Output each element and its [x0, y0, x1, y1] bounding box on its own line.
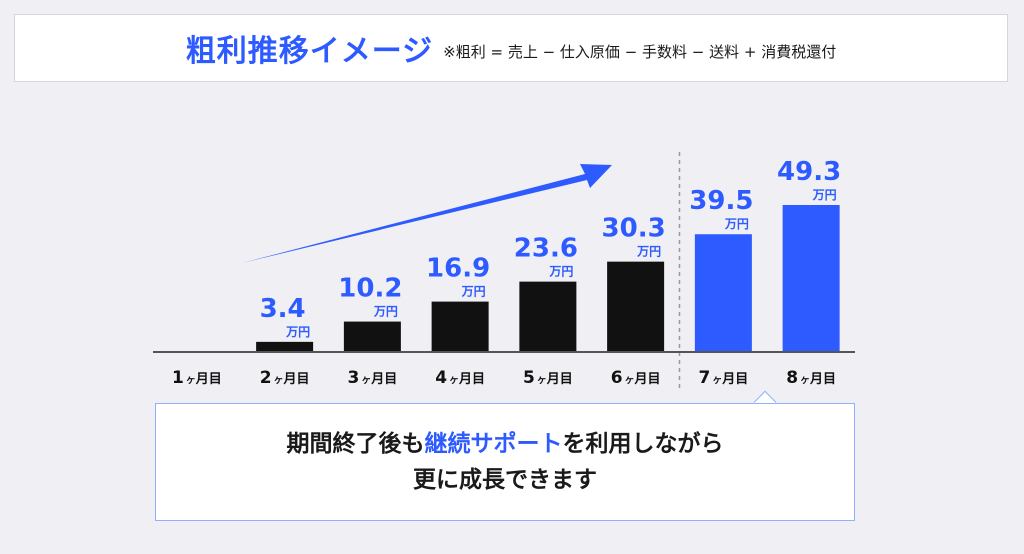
- unit-label-3: 万円: [373, 305, 398, 319]
- tick-label-3: 3 ヶ月目: [347, 368, 397, 388]
- title-box: 粗利推移イメージ ※粗利 = 売上 − 仕入原価 − 手数料 − 送料 + 消費…: [14, 14, 1008, 82]
- value-label-4: 16.9: [426, 254, 490, 284]
- unit-label-6: 万円: [636, 245, 661, 259]
- title-note: ※粗利 = 売上 − 仕入原価 − 手数料 − 送料 + 消費税還付: [443, 42, 837, 61]
- unit-label-4: 万円: [461, 285, 486, 299]
- tick-label-6: 6 ヶ月目: [611, 368, 661, 388]
- message-box: 期間終了後も継続サポートを利用しながら 更に成長できます: [155, 403, 855, 521]
- tick-label-5: 5 ヶ月目: [523, 368, 573, 388]
- value-label-7: 39.5: [689, 186, 753, 216]
- tick-label-1: 1 ヶ月目: [172, 368, 222, 388]
- tick-label-7: 7 ヶ月目: [698, 368, 748, 388]
- message-line-2: 更に成長できます: [413, 467, 597, 493]
- message-line-1: 期間終了後も継続サポートを利用しながら: [287, 426, 724, 462]
- value-label-5: 23.6: [514, 234, 578, 264]
- value-label-2: 3.4: [260, 294, 306, 324]
- message-text-post: を利用しながら: [562, 431, 724, 457]
- bar-8: [782, 205, 840, 352]
- tick-label-8: 8 ヶ月目: [786, 368, 836, 388]
- bar-4: [431, 301, 489, 352]
- unit-label-5: 万円: [548, 265, 573, 279]
- bar-2: [256, 341, 314, 352]
- unit-label-2: 万円: [285, 325, 310, 339]
- bar-7: [694, 234, 752, 352]
- chart-title: 粗利推移イメージ: [185, 34, 434, 69]
- unit-label-8: 万円: [812, 188, 837, 202]
- bar-5: [519, 281, 577, 352]
- message-accent: 継続サポート: [424, 431, 563, 457]
- bar-3: [343, 321, 401, 352]
- message-text-pre: 期間終了後も: [286, 431, 425, 457]
- bar-6: [607, 261, 665, 352]
- unit-label-7: 万円: [724, 217, 749, 231]
- tick-label-2: 2 ヶ月目: [260, 368, 310, 388]
- value-label-6: 30.3: [602, 214, 666, 244]
- tick-label-4: 4 ヶ月目: [435, 368, 485, 388]
- value-label-3: 10.2: [338, 274, 402, 304]
- value-label-8: 49.3: [777, 157, 841, 187]
